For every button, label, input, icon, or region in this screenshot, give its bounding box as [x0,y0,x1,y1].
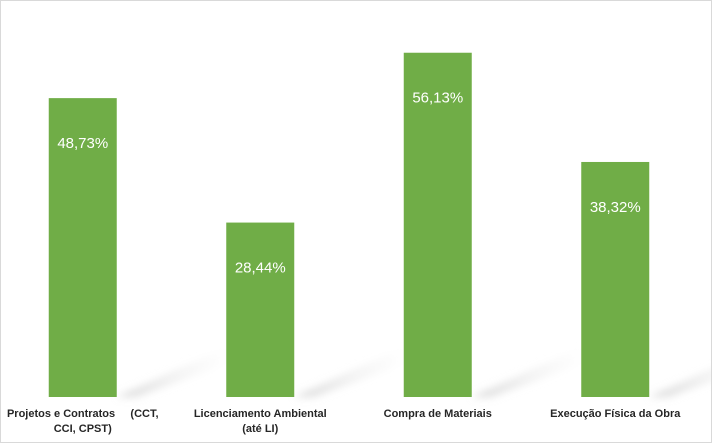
category-label: Compra de Materiais [384,408,492,420]
bar-value-labels: 48,73% 28,44% 56,13% 38,32% [57,90,640,277]
bar-shadow [649,368,711,397]
category-label: Execução Física da Obra [550,408,681,420]
bar-3 [581,161,650,397]
category-labels: Projetos e Contratos (CCT, CCI, CPST) Lice… [7,408,681,435]
bar-shadows [116,347,711,397]
bar-shadow [294,347,425,397]
bar-0 [48,98,117,397]
bar-shadow [471,347,602,397]
bar-1 [226,222,295,397]
bar-value-label: 38,32% [590,199,641,216]
category-label: (até LI) [242,423,278,435]
category-label: Licenciamento Ambiental [194,408,327,420]
category-label: CCI, CPST) [54,423,112,435]
bar-value-label: 56,13% [412,90,463,107]
bar-shadow [116,347,247,397]
bar-2 [403,52,472,398]
category-label: Projetos e Contratos (CCT, [7,408,159,420]
bar-value-label: 28,44% [235,260,286,277]
bars [48,52,650,398]
bar-value-label: 48,73% [57,135,108,152]
